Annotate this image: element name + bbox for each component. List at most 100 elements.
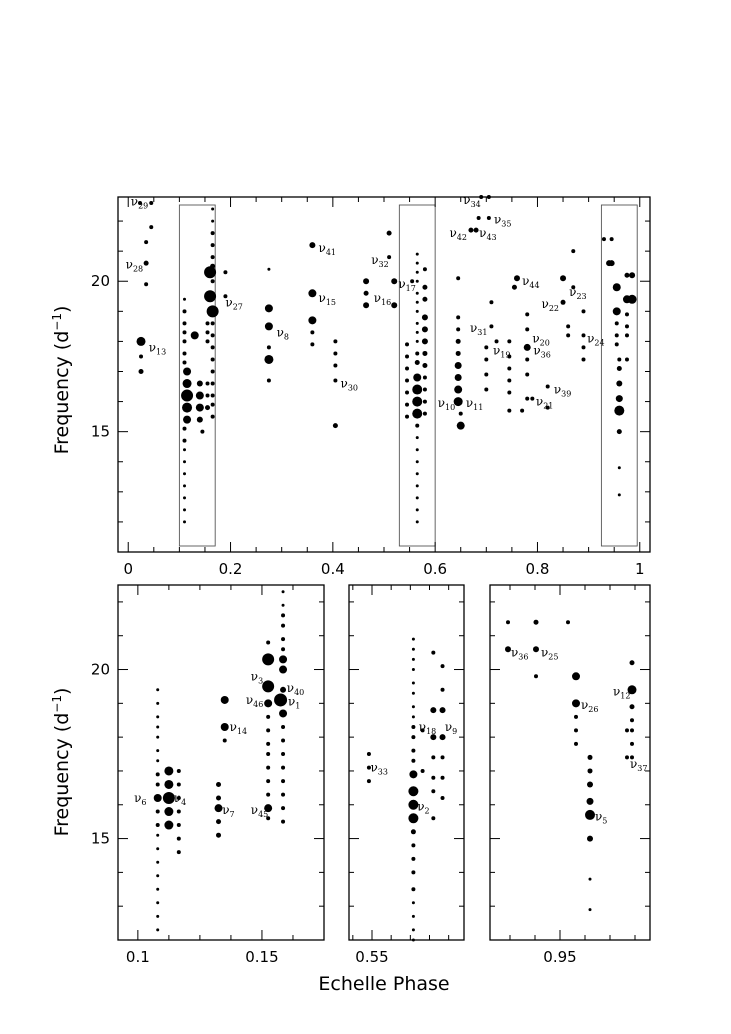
data-point (422, 296, 428, 302)
mode-label: ν12 (613, 685, 630, 701)
data-point (266, 714, 271, 719)
x-tick-label: 0.55 (355, 948, 388, 966)
mode-label: ν43 (479, 226, 496, 242)
data-point (422, 399, 427, 404)
data-point (586, 797, 594, 805)
data-point (411, 748, 416, 753)
data-point (411, 887, 416, 892)
data-point (204, 290, 217, 303)
data-point (274, 693, 288, 707)
data-point (506, 620, 510, 625)
data-point (281, 806, 286, 811)
data-point (431, 650, 436, 655)
data-point (454, 361, 462, 369)
data-point (581, 333, 586, 338)
data-point (494, 339, 499, 344)
data-point (408, 786, 419, 797)
data-point (405, 354, 410, 359)
mode-label: ν28 (126, 258, 143, 274)
mode-label: ν19 (493, 343, 510, 359)
data-point (588, 877, 592, 881)
data-point (279, 709, 288, 718)
mode-label: ν32 (371, 253, 388, 269)
y-axis-label-text: Frequency (d (51, 713, 73, 837)
x-tick-label: 0.2 (219, 560, 243, 578)
data-point (624, 333, 629, 338)
mode-label: ν4 (174, 791, 186, 807)
data-point (405, 342, 410, 347)
data-point (614, 333, 619, 338)
data-point (200, 429, 205, 434)
data-point (410, 829, 416, 835)
data-point (183, 472, 186, 476)
data-point (183, 460, 186, 464)
data-point (405, 378, 410, 383)
y-axis-label-sup: −1 (50, 313, 64, 331)
data-point (507, 408, 512, 413)
data-point (411, 735, 416, 740)
data-point (308, 289, 317, 298)
data-point (422, 284, 428, 290)
highlight-box-2 (600, 204, 638, 547)
data-point (422, 350, 428, 356)
data-point (430, 734, 437, 741)
data-point (156, 887, 160, 891)
mode-label: ν25 (541, 646, 558, 662)
mode-label: ν36 (511, 646, 528, 662)
x-tick-label: 0.4 (321, 560, 345, 578)
data-point (616, 380, 623, 387)
data-point (456, 421, 465, 430)
panel-frame (117, 584, 325, 941)
mode-label: ν27 (225, 295, 242, 311)
data-point (216, 819, 222, 825)
data-point (411, 715, 415, 719)
data-point (411, 856, 416, 861)
data-point (412, 408, 423, 419)
data-point (332, 423, 338, 429)
data-point (588, 908, 592, 912)
x-axis-label: Echelle Phase (318, 973, 449, 995)
data-point (183, 367, 192, 376)
data-point (572, 672, 580, 681)
mode-label: ν16 (374, 291, 391, 307)
mode-label: ν30 (341, 377, 358, 393)
data-point (223, 294, 228, 299)
mode-label: ν36 (533, 343, 550, 359)
data-point (183, 415, 192, 424)
data-point (138, 368, 144, 374)
data-point (609, 237, 614, 242)
data-point (164, 820, 174, 830)
y-tick-label: 15 (91, 830, 110, 848)
data-point (136, 336, 146, 346)
data-point (210, 243, 215, 248)
data-point (454, 374, 462, 382)
mode-label: ν21 (536, 395, 553, 411)
data-point (421, 338, 428, 345)
data-point (309, 242, 316, 249)
data-point (566, 324, 571, 329)
data-point (587, 835, 593, 842)
data-point (190, 331, 199, 340)
data-point (489, 300, 494, 305)
data-point (156, 735, 160, 739)
data-point (439, 707, 446, 714)
data-point (220, 723, 229, 731)
data-point (587, 768, 593, 774)
data-point (415, 484, 419, 488)
data-point (182, 321, 187, 326)
data-point (210, 231, 215, 236)
data-point (411, 647, 415, 651)
data-point (182, 351, 187, 356)
data-point (156, 759, 160, 763)
data-point (507, 366, 512, 371)
data-point (630, 741, 634, 746)
data-point (574, 728, 578, 733)
data-point (422, 267, 427, 272)
data-point (195, 391, 204, 400)
data-point (617, 466, 621, 470)
data-point (415, 339, 419, 343)
data-point (156, 928, 160, 932)
mode-label: ν23 (569, 285, 586, 301)
x-tick-label: 0.15 (245, 948, 278, 966)
x-tick-label: 0.95 (543, 948, 576, 966)
